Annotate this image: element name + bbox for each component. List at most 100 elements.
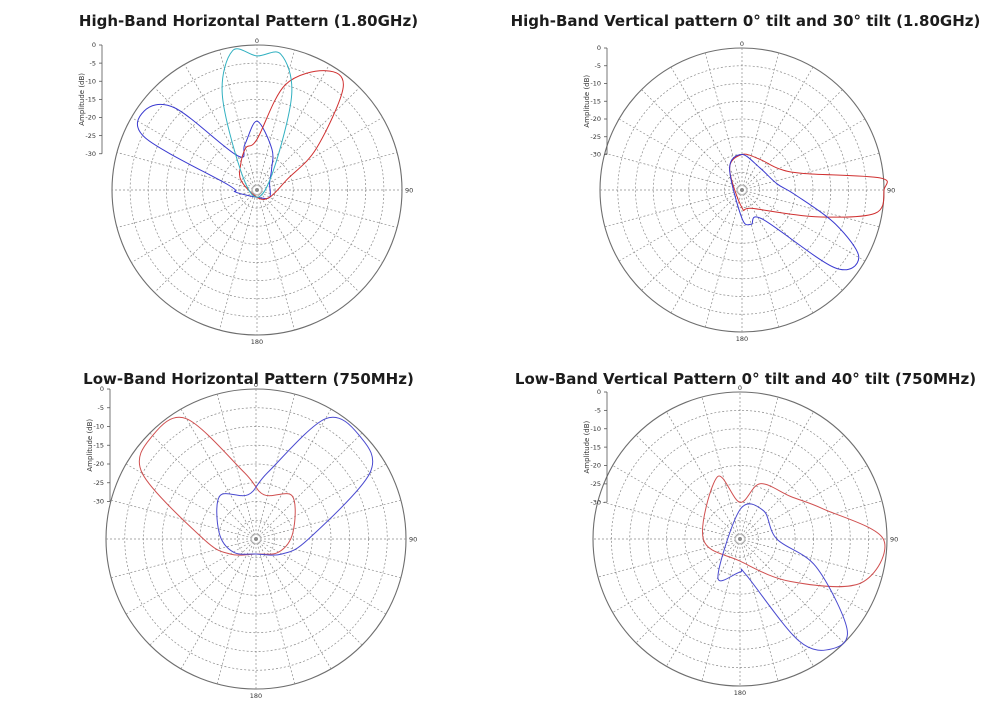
pattern-series-1 — [717, 503, 848, 651]
pattern-series-2 — [221, 48, 293, 198]
grid-spoke — [256, 189, 330, 316]
grid-ring — [706, 154, 778, 226]
angle-label-0: 0 — [740, 40, 744, 48]
amplitude-tick-label: -5 — [595, 62, 601, 70]
grid-spoke — [184, 189, 258, 316]
amplitude-tick-label: -30 — [93, 498, 104, 506]
chart-panel-lowband-horizontal: Low-Band Horizontal Pattern (750MHz) 0 -5… — [0, 358, 497, 718]
grid-spoke — [612, 465, 741, 540]
grid-spoke — [739, 538, 868, 613]
grid-spoke — [256, 49, 295, 191]
grid-spoke — [255, 499, 401, 540]
grid-spoke — [116, 189, 258, 228]
amplitude-tick-label: -20 — [93, 460, 104, 468]
amplitude-tick-label: 0 — [597, 44, 601, 52]
amplitude-tick-label: -30 — [590, 498, 601, 506]
chart-panel-highband-vertical: High-Band Vertical pattern 0° tilt and 3… — [497, 0, 994, 360]
grid-spoke — [255, 538, 387, 615]
grid-spoke — [184, 64, 258, 191]
grid-spoke — [256, 189, 295, 331]
amplitude-tick-label: -5 — [595, 407, 601, 415]
grid-spoke — [641, 89, 743, 191]
grid-ring — [721, 520, 759, 558]
angle-label-180: 180 — [736, 335, 748, 343]
amplitude-tick-label: -20 — [590, 115, 601, 123]
grid-ring — [124, 407, 388, 671]
grid-spoke — [256, 117, 383, 191]
amplitude-tick-label: -25 — [85, 132, 96, 140]
grid-ring — [670, 118, 814, 262]
angle-label-90: 90 — [409, 536, 417, 544]
grid-spoke — [597, 538, 741, 578]
amplitude-tick-label: -5 — [98, 404, 104, 412]
angle-label-90: 90 — [890, 536, 898, 544]
outer-ring — [592, 391, 888, 687]
grid-ring — [180, 463, 332, 615]
amplitude-tick-label: -15 — [590, 443, 601, 451]
grid-spoke — [256, 189, 398, 228]
chart-panel-lowband-vertical: Low-Band Vertical Pattern 0° tilt and 40… — [497, 358, 994, 718]
grid-spoke — [739, 465, 868, 540]
amplitude-tick-label: -10 — [85, 77, 96, 85]
amplitude-tick-label: -5 — [90, 59, 96, 67]
pattern-series-1 — [239, 70, 344, 200]
amplitude-tick-label: -10 — [590, 425, 601, 433]
amplitude-tick-label: -30 — [590, 151, 601, 159]
angle-label-0: 0 — [255, 37, 259, 45]
grid-spoke — [255, 432, 363, 540]
grid-spoke — [635, 538, 741, 644]
angle-label-180: 180 — [250, 692, 262, 700]
grid-spoke — [154, 189, 258, 293]
grid-spoke — [255, 538, 332, 670]
grid-spoke — [255, 463, 387, 540]
angle-label-180: 180 — [251, 338, 263, 346]
pattern-series-1 — [729, 153, 860, 271]
grid-spoke — [256, 189, 360, 293]
grid-ring — [166, 99, 348, 281]
angle-label-0: 0 — [254, 381, 258, 389]
amplitude-axis-title: Amplitude (dB) — [583, 420, 591, 473]
grid-spoke — [255, 538, 363, 646]
grid-spoke — [256, 87, 360, 191]
amplitude-tick-label: 0 — [597, 388, 601, 396]
polar-plot-lowband-vertical: 0 -5 -10 -15 -20 -25 -30 Amplitude (dB) 0 90 180 — [583, 384, 898, 697]
grid-spoke — [741, 66, 814, 191]
amplitude-tick-label: -15 — [85, 96, 96, 104]
grid-ring — [629, 428, 851, 650]
pattern-series-0 — [702, 475, 886, 588]
amplitude-tick-label: -25 — [93, 479, 104, 487]
grid-spoke — [741, 152, 880, 191]
grid-spoke — [219, 49, 258, 191]
amplitude-tick-label: -15 — [93, 441, 104, 449]
grid-spoke — [701, 538, 741, 682]
grid-spoke — [255, 394, 296, 540]
grid-spoke — [612, 538, 741, 613]
grid-spoke — [618, 118, 743, 191]
grid-spoke — [741, 189, 880, 228]
chart-panel-highband-horizontal: High-Band Horizontal Pattern (1.80GHz) 0… — [0, 0, 497, 360]
pattern-series-0 — [136, 103, 274, 200]
grid-spoke — [739, 500, 883, 540]
grid-spoke — [116, 152, 258, 191]
angle-label-90: 90 — [887, 187, 895, 195]
chart-title: High-Band Horizontal Pattern (1.80GHz) — [78, 12, 419, 30]
grid-spoke — [255, 408, 332, 540]
polar-plot-highband-vertical: 0 -5 -10 -15 -20 -25 -30 Amplitude (dB) 0 90 180 — [583, 40, 895, 343]
amplitude-tick-label: -10 — [93, 423, 104, 431]
amplitude-tick-label: -20 — [85, 114, 96, 122]
amplitude-tick-label: -20 — [590, 462, 601, 470]
polar-plot-lowband-horizontal: 0 -5 -10 -15 -20 -25 -30 Amplitude (dB) 0 90 180 — [86, 381, 417, 700]
amplitude-tick-label: -25 — [590, 480, 601, 488]
grid-spoke — [641, 189, 743, 291]
amplitude-axis-title: Amplitude (dB) — [86, 419, 94, 472]
amplitude-tick-label: -10 — [590, 80, 601, 88]
grid-spoke — [131, 117, 258, 191]
grid-spoke — [216, 394, 257, 540]
angle-label-180: 180 — [734, 689, 746, 697]
grid-spoke — [111, 499, 257, 540]
grid-spoke — [739, 538, 845, 644]
chart-title: High-Band Vertical pattern 0° tilt and 3… — [510, 12, 981, 30]
amplitude-tick-label: -30 — [85, 150, 96, 158]
grid-spoke — [666, 538, 741, 667]
amplitude-tick-label: 0 — [100, 385, 104, 393]
